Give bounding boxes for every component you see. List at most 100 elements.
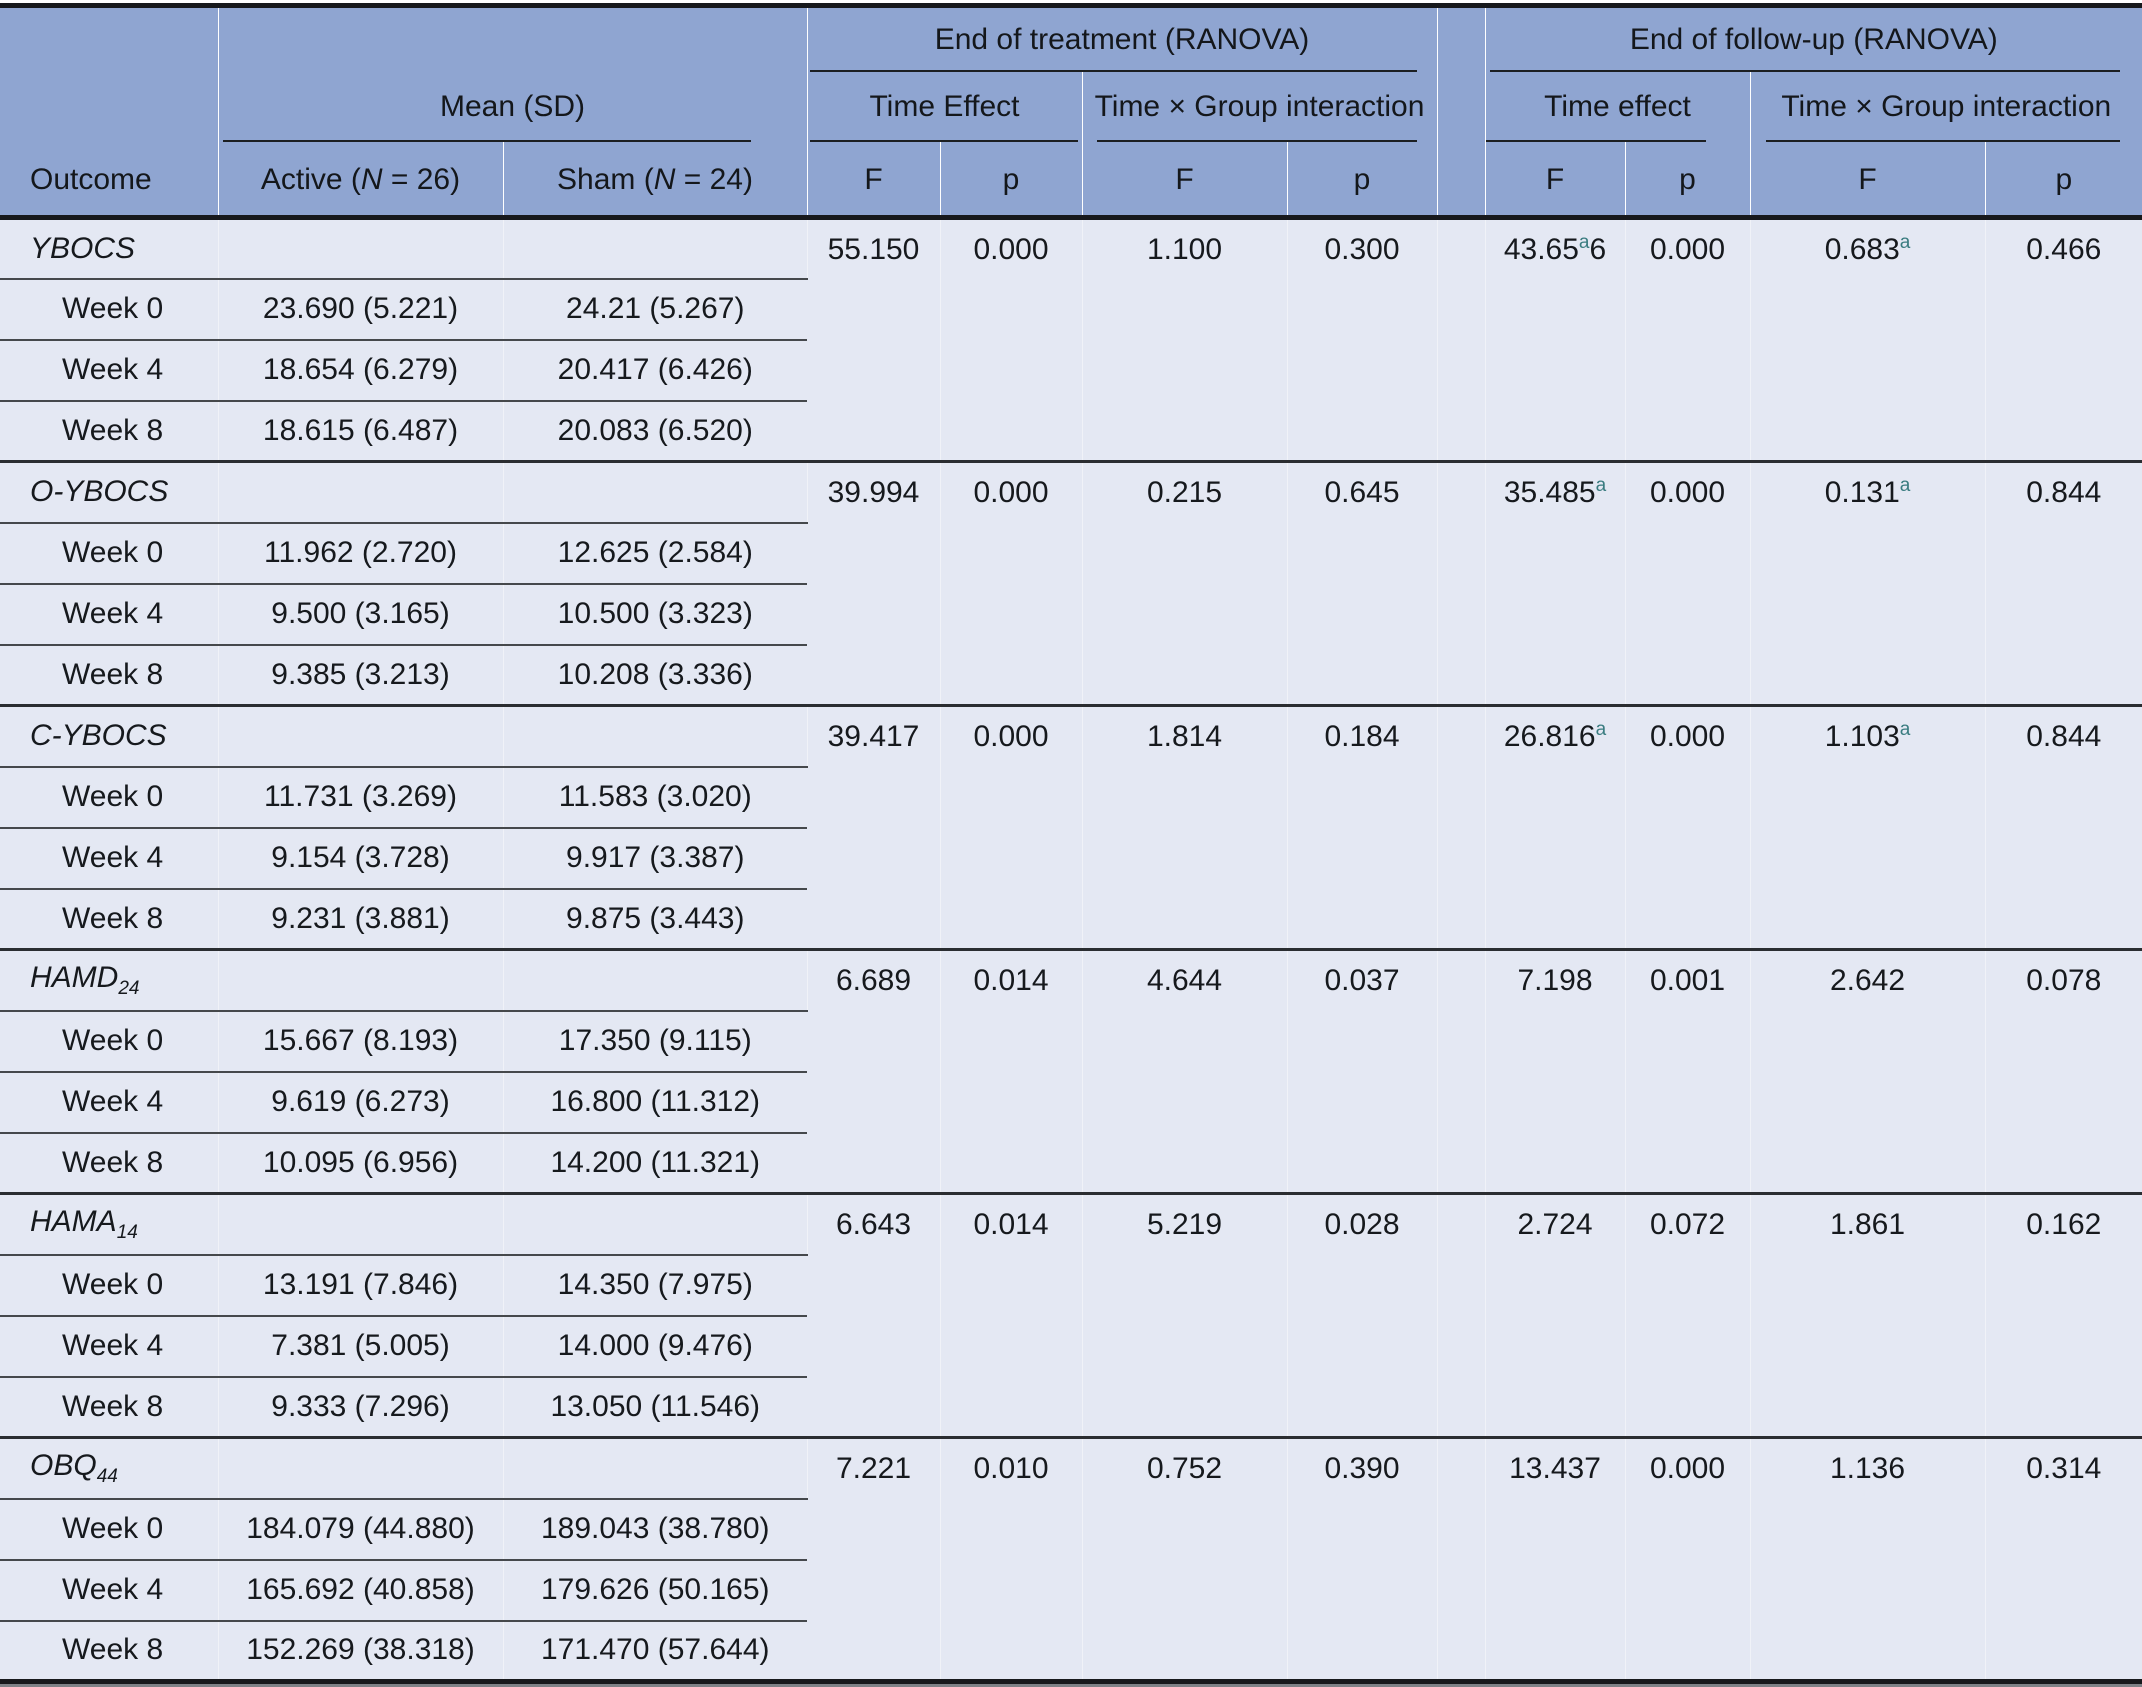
week-label: Week 4 bbox=[0, 1559, 219, 1622]
eot-time-f: 39.994 bbox=[807, 461, 941, 707]
active-mean-sd: 13.191 (7.846) bbox=[218, 1254, 504, 1317]
sham-mean-sd: 11.583 (3.020) bbox=[503, 766, 807, 829]
outcome-label: O-YBOCS bbox=[0, 461, 219, 524]
active-column-header: Active (N = 26) bbox=[218, 141, 504, 220]
week-label: Week 8 bbox=[0, 1376, 219, 1439]
fu-interaction-f-header: F bbox=[1750, 141, 1986, 220]
outcomes-table: Outcome End of treatment (RANOVA) End of… bbox=[0, 3, 2142, 1684]
end-of-treatment-header: End of treatment (RANOVA) bbox=[807, 5, 1438, 72]
active-mean-sd: 11.731 (3.269) bbox=[218, 766, 504, 829]
week-label: Week 0 bbox=[0, 1254, 219, 1317]
active-mean-sd: 18.654 (6.279) bbox=[218, 339, 504, 402]
week-label: Week 4 bbox=[0, 339, 219, 402]
fu-time-effect-header: Time effect bbox=[1485, 71, 1751, 142]
week-row: Week 0 11.962 (2.720) 12.625 (2.584) bbox=[0, 522, 2142, 585]
eot-interaction-f: 0.215 bbox=[1082, 461, 1288, 707]
eot-interaction-p: 0.390 bbox=[1287, 1437, 1438, 1684]
week-row: Week 4 9.500 (3.165) 10.500 (3.323) bbox=[0, 583, 2142, 646]
fu-interaction-f: 0.683a bbox=[1750, 217, 1986, 463]
eot-time-f: 55.150 bbox=[807, 217, 941, 463]
week-row: Week 8 10.095 (6.956) 14.200 (11.321) bbox=[0, 1132, 2142, 1195]
eot-time-f: 6.689 bbox=[807, 949, 941, 1195]
active-mean-sd: 9.385 (3.213) bbox=[218, 644, 504, 707]
week-label: Week 8 bbox=[0, 888, 219, 951]
eot-interaction-f: 1.814 bbox=[1082, 705, 1288, 951]
active-mean-sd: 152.269 (38.318) bbox=[218, 1620, 504, 1684]
header-subgroup-row: Mean (SD) Time Effect Time × Group inter… bbox=[0, 71, 2142, 142]
week-label: Week 4 bbox=[0, 827, 219, 890]
sham-mean-sd: 10.208 (3.336) bbox=[503, 644, 807, 707]
section-header-row: O-YBOCS 39.994 0.000 0.215 0.645 35.485a 0.000… bbox=[0, 461, 2142, 707]
week-label: Week 4 bbox=[0, 1071, 219, 1134]
sham-mean-sd: 12.625 (2.584) bbox=[503, 522, 807, 585]
sham-mean-sd: 20.417 (6.426) bbox=[503, 339, 807, 402]
fu-time-p: 0.000 bbox=[1625, 1437, 1751, 1684]
sham-empty-cell bbox=[503, 217, 808, 280]
week-row: Week 0 15.667 (8.193) 17.350 (9.115) bbox=[0, 1010, 2142, 1073]
outcome-label: HAMA14 bbox=[0, 1193, 219, 1256]
active-mean-sd: 184.079 (44.880) bbox=[218, 1498, 504, 1561]
page-bottom-edge bbox=[0, 1684, 2142, 1687]
active-mean-sd: 9.231 (3.881) bbox=[218, 888, 504, 951]
outcome-label: OBQ44 bbox=[0, 1437, 219, 1500]
fu-time-f: 13.437 bbox=[1485, 1437, 1626, 1684]
fu-interaction-p: 0.078 bbox=[1985, 949, 2142, 1195]
active-empty-cell bbox=[218, 217, 504, 280]
fu-time-f: 43.65a6 bbox=[1485, 217, 1626, 463]
group-spacer bbox=[1437, 705, 1486, 951]
week-label: Week 0 bbox=[0, 278, 219, 341]
eot-interaction-f: 1.100 bbox=[1082, 217, 1288, 463]
sham-label-pre: Sham ( bbox=[557, 163, 654, 196]
active-empty-cell bbox=[218, 461, 504, 524]
fu-interaction-p-header: p bbox=[1985, 141, 2142, 220]
group-spacer bbox=[1437, 217, 1486, 463]
sham-column-header: Sham (N = 24) bbox=[503, 141, 808, 220]
week-row: Week 8 9.385 (3.213) 10.208 (3.336) bbox=[0, 644, 2142, 707]
week-row: Week 4 9.154 (3.728) 9.917 (3.387) bbox=[0, 827, 2142, 890]
group-spacer bbox=[1437, 1193, 1486, 1439]
week-label: Week 8 bbox=[0, 400, 219, 463]
active-label-pre: Active ( bbox=[260, 163, 361, 196]
fu-interaction-f: 0.131a bbox=[1750, 461, 1986, 707]
sham-mean-sd: 9.875 (3.443) bbox=[503, 888, 807, 951]
sham-mean-sd: 10.500 (3.323) bbox=[503, 583, 807, 646]
active-empty-cell bbox=[218, 949, 504, 1012]
eot-time-effect-header: Time Effect bbox=[807, 71, 1083, 142]
week-row: Week 4 18.654 (6.279) 20.417 (6.426) bbox=[0, 339, 2142, 402]
sham-mean-sd: 16.800 (11.312) bbox=[503, 1071, 807, 1134]
header-group-row: Outcome End of treatment (RANOVA) End of… bbox=[0, 5, 2142, 220]
footnote-marker: a bbox=[1899, 232, 1911, 253]
sham-mean-sd: 179.626 (50.165) bbox=[503, 1559, 807, 1622]
active-empty-cell bbox=[218, 1193, 504, 1256]
week-row: Week 4 7.381 (5.005) 14.000 (9.476) bbox=[0, 1315, 2142, 1378]
week-row: Week 0 13.191 (7.846) 14.350 (7.975) bbox=[0, 1254, 2142, 1317]
sham-mean-sd: 13.050 (11.546) bbox=[503, 1376, 807, 1439]
active-mean-sd: 23.690 (5.221) bbox=[218, 278, 504, 341]
week-label: Week 0 bbox=[0, 1010, 219, 1073]
sham-mean-sd: 171.470 (57.644) bbox=[503, 1620, 807, 1684]
sham-empty-cell bbox=[503, 705, 808, 768]
week-row: Week 0 11.731 (3.269) 11.583 (3.020) bbox=[0, 766, 2142, 829]
fu-time-p: 0.072 bbox=[1625, 1193, 1751, 1439]
footnote-marker: a bbox=[1595, 475, 1607, 496]
eot-time-p: 0.014 bbox=[940, 949, 1083, 1195]
sham-mean-sd: 14.000 (9.476) bbox=[503, 1315, 807, 1378]
end-of-followup-header: End of follow-up (RANOVA) bbox=[1485, 5, 2142, 72]
active-mean-sd: 9.500 (3.165) bbox=[218, 583, 504, 646]
fu-time-p: 0.000 bbox=[1625, 705, 1751, 951]
group-spacer bbox=[1437, 1437, 1486, 1684]
section-header-row: YBOCS 55.150 0.000 1.100 0.300 43.65a6 0.000 0.… bbox=[0, 217, 2142, 463]
eot-interaction-f-header: F bbox=[1082, 141, 1288, 220]
fu-interaction-f: 1.136 bbox=[1750, 1437, 1986, 1684]
fu-interaction-p: 0.844 bbox=[1985, 705, 2142, 951]
fu-time-f: 35.485a bbox=[1485, 461, 1626, 707]
footnote-marker: a bbox=[1578, 232, 1590, 253]
week-label: Week 0 bbox=[0, 522, 219, 585]
sham-label-n: N bbox=[653, 163, 676, 196]
active-label-post: = 26) bbox=[382, 163, 461, 196]
section-header-row: HAMD24 6.689 0.014 4.644 0.037 7.198 0.001 2.64… bbox=[0, 949, 2142, 1195]
week-label: Week 0 bbox=[0, 1498, 219, 1561]
fu-interaction-p: 0.466 bbox=[1985, 217, 2142, 463]
mean-sd-blank bbox=[218, 5, 808, 72]
eot-interaction-f: 4.644 bbox=[1082, 949, 1288, 1195]
